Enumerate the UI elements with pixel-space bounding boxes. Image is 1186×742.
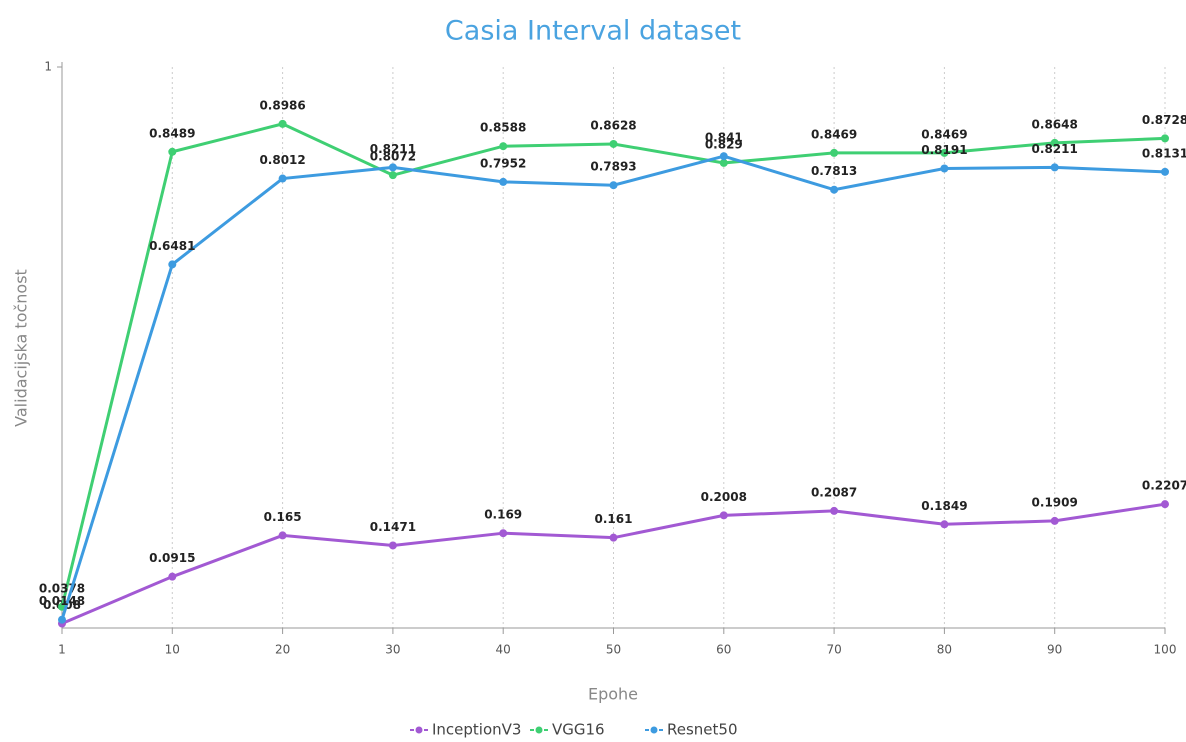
point xyxy=(278,174,287,183)
point xyxy=(609,533,618,542)
x-tick-label: 30 xyxy=(385,643,400,657)
point xyxy=(499,177,508,186)
point xyxy=(940,520,949,529)
point xyxy=(830,185,839,194)
point xyxy=(830,506,839,515)
data-label: 0.8131 xyxy=(1142,146,1186,160)
data-label: 0.0148 xyxy=(39,594,85,608)
point xyxy=(388,541,397,550)
data-label: 0.8469 xyxy=(811,127,857,141)
x-tick-label: 20 xyxy=(275,643,290,657)
x-tick-label: 90 xyxy=(1047,643,1062,657)
point xyxy=(609,181,618,190)
point xyxy=(168,147,177,156)
data-label: 0.8072 xyxy=(370,150,416,164)
x-tick-label: 80 xyxy=(937,643,952,657)
point xyxy=(499,529,508,538)
point xyxy=(719,152,728,161)
point xyxy=(1050,516,1059,525)
point xyxy=(940,164,949,173)
point xyxy=(1050,163,1059,172)
point xyxy=(1161,134,1169,143)
point xyxy=(58,615,66,624)
point xyxy=(278,531,287,540)
data-label: 0.8628 xyxy=(590,118,636,132)
data-label: 0.0915 xyxy=(149,551,195,565)
point xyxy=(388,171,397,180)
x-tick-label: 40 xyxy=(496,643,511,657)
data-label: 0.8012 xyxy=(259,153,305,167)
point xyxy=(278,119,287,128)
point xyxy=(168,572,177,581)
x-tick-label: 10 xyxy=(165,643,180,657)
data-label: 0.8986 xyxy=(259,98,305,112)
x-tick-label: 1 xyxy=(58,643,66,657)
data-label: 0.8588 xyxy=(480,121,526,135)
point xyxy=(499,142,508,151)
data-label: 0.8648 xyxy=(1032,117,1078,131)
data-label: 0.2207 xyxy=(1142,479,1186,493)
data-label: 0.0378 xyxy=(39,581,85,595)
point xyxy=(1161,500,1169,509)
point xyxy=(719,158,728,167)
y-tick-label: 1 xyxy=(44,60,52,74)
data-label: 0.829 xyxy=(705,137,743,151)
data-label: 0.8211 xyxy=(370,142,416,156)
legend-marker xyxy=(650,726,658,734)
legend-label: VGG16 xyxy=(552,721,605,739)
data-label: 0.7952 xyxy=(480,156,526,170)
data-label: 0.1909 xyxy=(1032,495,1078,509)
data-label: 0.169 xyxy=(484,508,522,522)
point xyxy=(940,148,949,157)
legend-marker xyxy=(415,726,423,734)
data-label: 0.8728 xyxy=(1142,113,1186,127)
x-axis-label: Epohe xyxy=(588,685,638,704)
data-label: 0.8469 xyxy=(921,127,967,141)
data-label: 0.7813 xyxy=(811,164,857,178)
point xyxy=(1161,167,1169,176)
point xyxy=(1050,138,1059,147)
legend-label: Resnet50 xyxy=(667,721,738,739)
data-label: 0.2008 xyxy=(701,490,747,504)
point xyxy=(830,148,839,157)
data-label: 0.7893 xyxy=(590,160,636,174)
point xyxy=(609,139,618,148)
chart-title: Casia Interval dataset xyxy=(445,16,741,47)
y-axis-label: Validacijska točnost xyxy=(12,269,31,427)
point xyxy=(719,511,728,520)
point xyxy=(168,260,177,269)
data-label: 0.161 xyxy=(595,512,633,526)
data-label: 0.8191 xyxy=(921,143,967,157)
legend-label: InceptionV3 xyxy=(432,721,521,739)
point xyxy=(388,163,397,172)
data-label: 0.6481 xyxy=(149,239,195,253)
data-label: 0.1471 xyxy=(370,520,416,534)
data-label: 0.165 xyxy=(264,510,302,524)
x-tick-label: 60 xyxy=(716,643,731,657)
x-tick-label: 50 xyxy=(606,643,621,657)
data-label: 0.2087 xyxy=(811,485,857,499)
data-label: 0.8211 xyxy=(1032,142,1078,156)
legend-marker xyxy=(535,726,543,734)
data-label: 0.841 xyxy=(705,131,743,145)
data-label: 0.1849 xyxy=(921,499,967,513)
data-label: 0.8489 xyxy=(149,126,195,140)
x-tick-label: 70 xyxy=(826,643,841,657)
x-tick-label: 100 xyxy=(1154,643,1177,657)
